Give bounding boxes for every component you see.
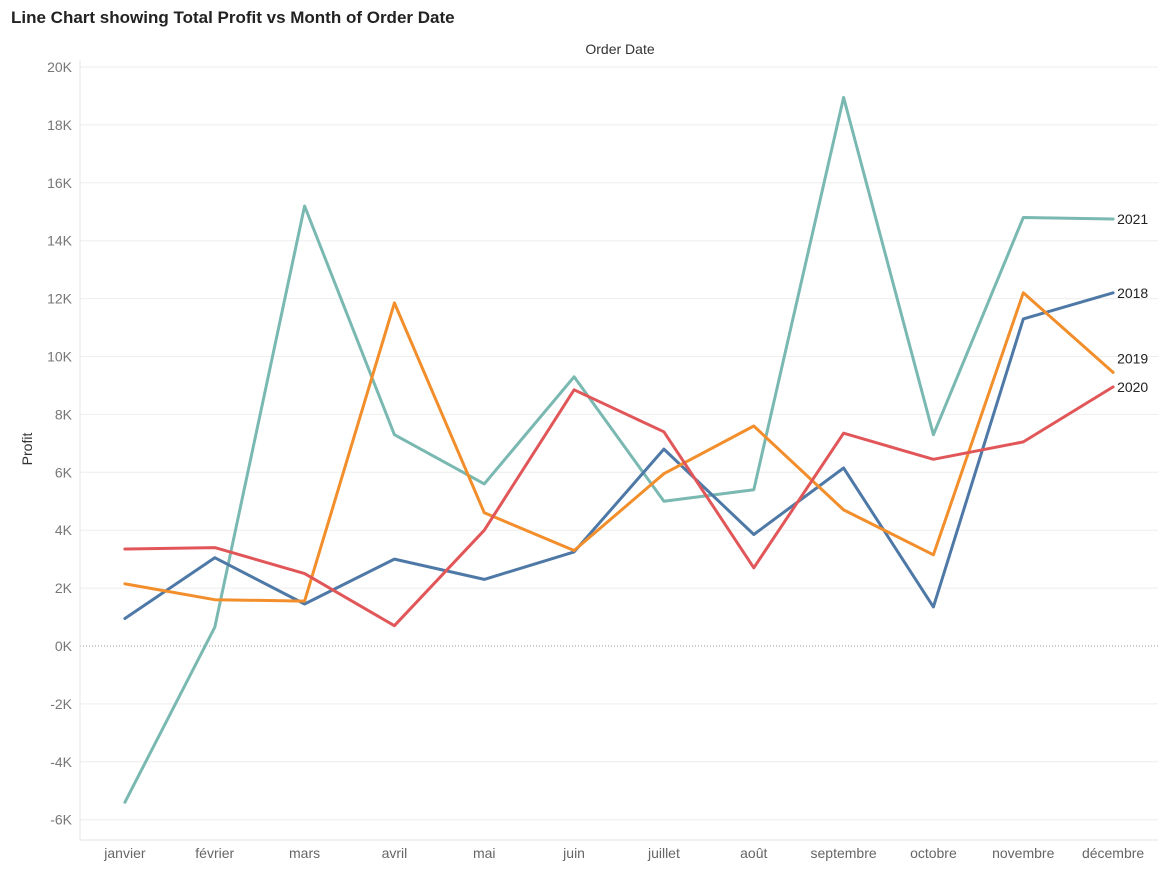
y-tick-label: 2K	[55, 580, 73, 596]
x-tick-label: avril	[382, 845, 408, 861]
series-line-2018	[123, 291, 1115, 620]
x-tick-label: mars	[289, 845, 320, 861]
series-label-2018: 2018	[1117, 285, 1148, 301]
x-tick-label: septembre	[811, 845, 877, 861]
x-tick-label: octobre	[910, 845, 957, 861]
x-axis: janvier février mars avril mai juin juillet aoû…	[103, 845, 1144, 861]
y-tick-label: 14K	[47, 233, 73, 249]
series-lines	[123, 95, 1115, 804]
y-tick-label: 8K	[55, 406, 73, 422]
y-tick-label: 16K	[47, 175, 73, 191]
y-axis-title: Profit	[19, 433, 35, 466]
y-tick-label: -4K	[50, 754, 72, 770]
y-tick-label: 4K	[55, 522, 73, 538]
y-tick-label: 18K	[47, 117, 73, 133]
series-line-2021	[123, 95, 1115, 804]
x-tick-label: décembre	[1082, 845, 1144, 861]
x-tick-label: janvier	[103, 845, 146, 861]
gridlines	[79, 60, 1158, 841]
series-line-2019	[123, 291, 1115, 603]
x-tick-label: août	[740, 845, 767, 861]
y-tick-label: 10K	[47, 349, 73, 365]
y-tick-label: -2K	[50, 696, 72, 712]
series-labels: 2021 2018 2019 2020	[1117, 211, 1148, 395]
x-tick-label: juin	[562, 845, 585, 861]
y-tick-label: -6K	[50, 812, 72, 828]
chart-title: Line Chart showing Total Profit vs Month…	[11, 8, 455, 27]
x-tick-label: mai	[473, 845, 496, 861]
y-tick-label: 12K	[47, 291, 73, 307]
series-label-2021: 2021	[1117, 211, 1148, 227]
y-axis: -6K -4K -2K 0K 2K 4K 6K 8K 10K 12K 14K 16K 18K 20K	[47, 59, 73, 828]
x-tick-label: novembre	[992, 845, 1054, 861]
series-line-2020	[123, 385, 1115, 628]
x-axis-title: Order Date	[585, 41, 654, 57]
y-tick-label: 20K	[47, 59, 73, 75]
x-tick-label: juillet	[647, 845, 680, 861]
y-tick-label: 0K	[55, 638, 73, 654]
series-label-2020: 2020	[1117, 379, 1148, 395]
series-label-2019: 2019	[1117, 350, 1148, 366]
y-tick-label: 6K	[55, 464, 73, 480]
x-tick-label: février	[195, 845, 234, 861]
